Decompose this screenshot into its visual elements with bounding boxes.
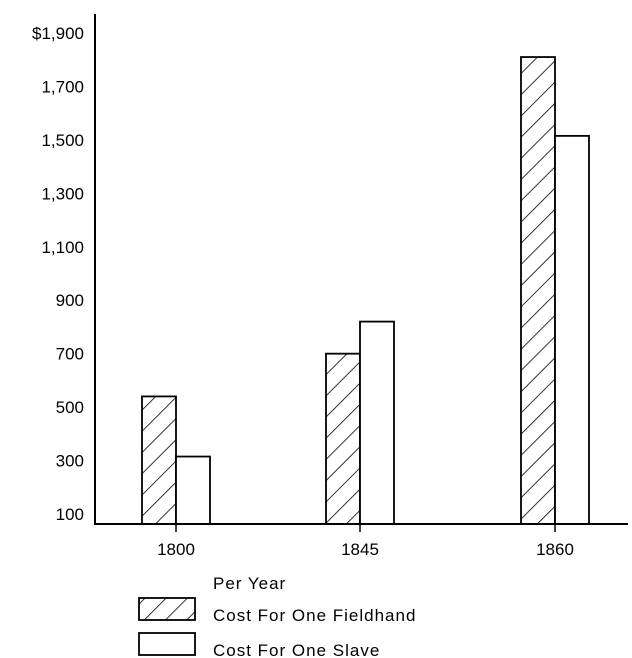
x-tick-label: 1800 bbox=[157, 540, 195, 559]
bar-fieldhand-1860 bbox=[520, 56, 556, 525]
y-tick-label: 900 bbox=[56, 291, 84, 310]
x-tick-label: 1860 bbox=[536, 540, 574, 559]
bar-slave-1800 bbox=[175, 455, 211, 525]
y-axis-ticks: 100 300 500 700 900 1,100 1,300 1,500 1,700 $1,90… bbox=[32, 24, 84, 524]
bar-fieldhand-1800 bbox=[141, 395, 177, 525]
legend-title: Per Year bbox=[213, 574, 286, 593]
x-tick-label: 1845 bbox=[341, 540, 379, 559]
y-tick-label: 1,100 bbox=[41, 238, 84, 257]
y-tick-label: 100 bbox=[56, 505, 84, 524]
y-tick-label: 700 bbox=[56, 345, 84, 364]
legend-swatch-fieldhand bbox=[138, 597, 196, 621]
legend-label-slave: Cost For One Slave bbox=[213, 641, 380, 658]
legend-label-fieldhand: Cost For One Fieldhand bbox=[213, 606, 416, 625]
y-tick-label: 500 bbox=[56, 398, 84, 417]
legend: Per Year Cost For One Fieldhand Cost For… bbox=[138, 574, 416, 658]
y-tick-label: 1,300 bbox=[41, 184, 84, 203]
legend-swatch-slave bbox=[138, 632, 196, 656]
y-tick-label: 300 bbox=[56, 452, 84, 471]
y-tick-label: 1,500 bbox=[41, 131, 84, 150]
y-tick-label: 1,700 bbox=[41, 77, 84, 96]
bar-slave-1845 bbox=[359, 320, 395, 525]
bar-slave-1860 bbox=[554, 134, 590, 525]
y-tick-label: $1,900 bbox=[32, 24, 84, 43]
bars bbox=[141, 56, 590, 525]
x-axis-ticks: 1800 1845 1860 bbox=[157, 524, 574, 559]
bar-fieldhand-1845 bbox=[325, 352, 361, 525]
